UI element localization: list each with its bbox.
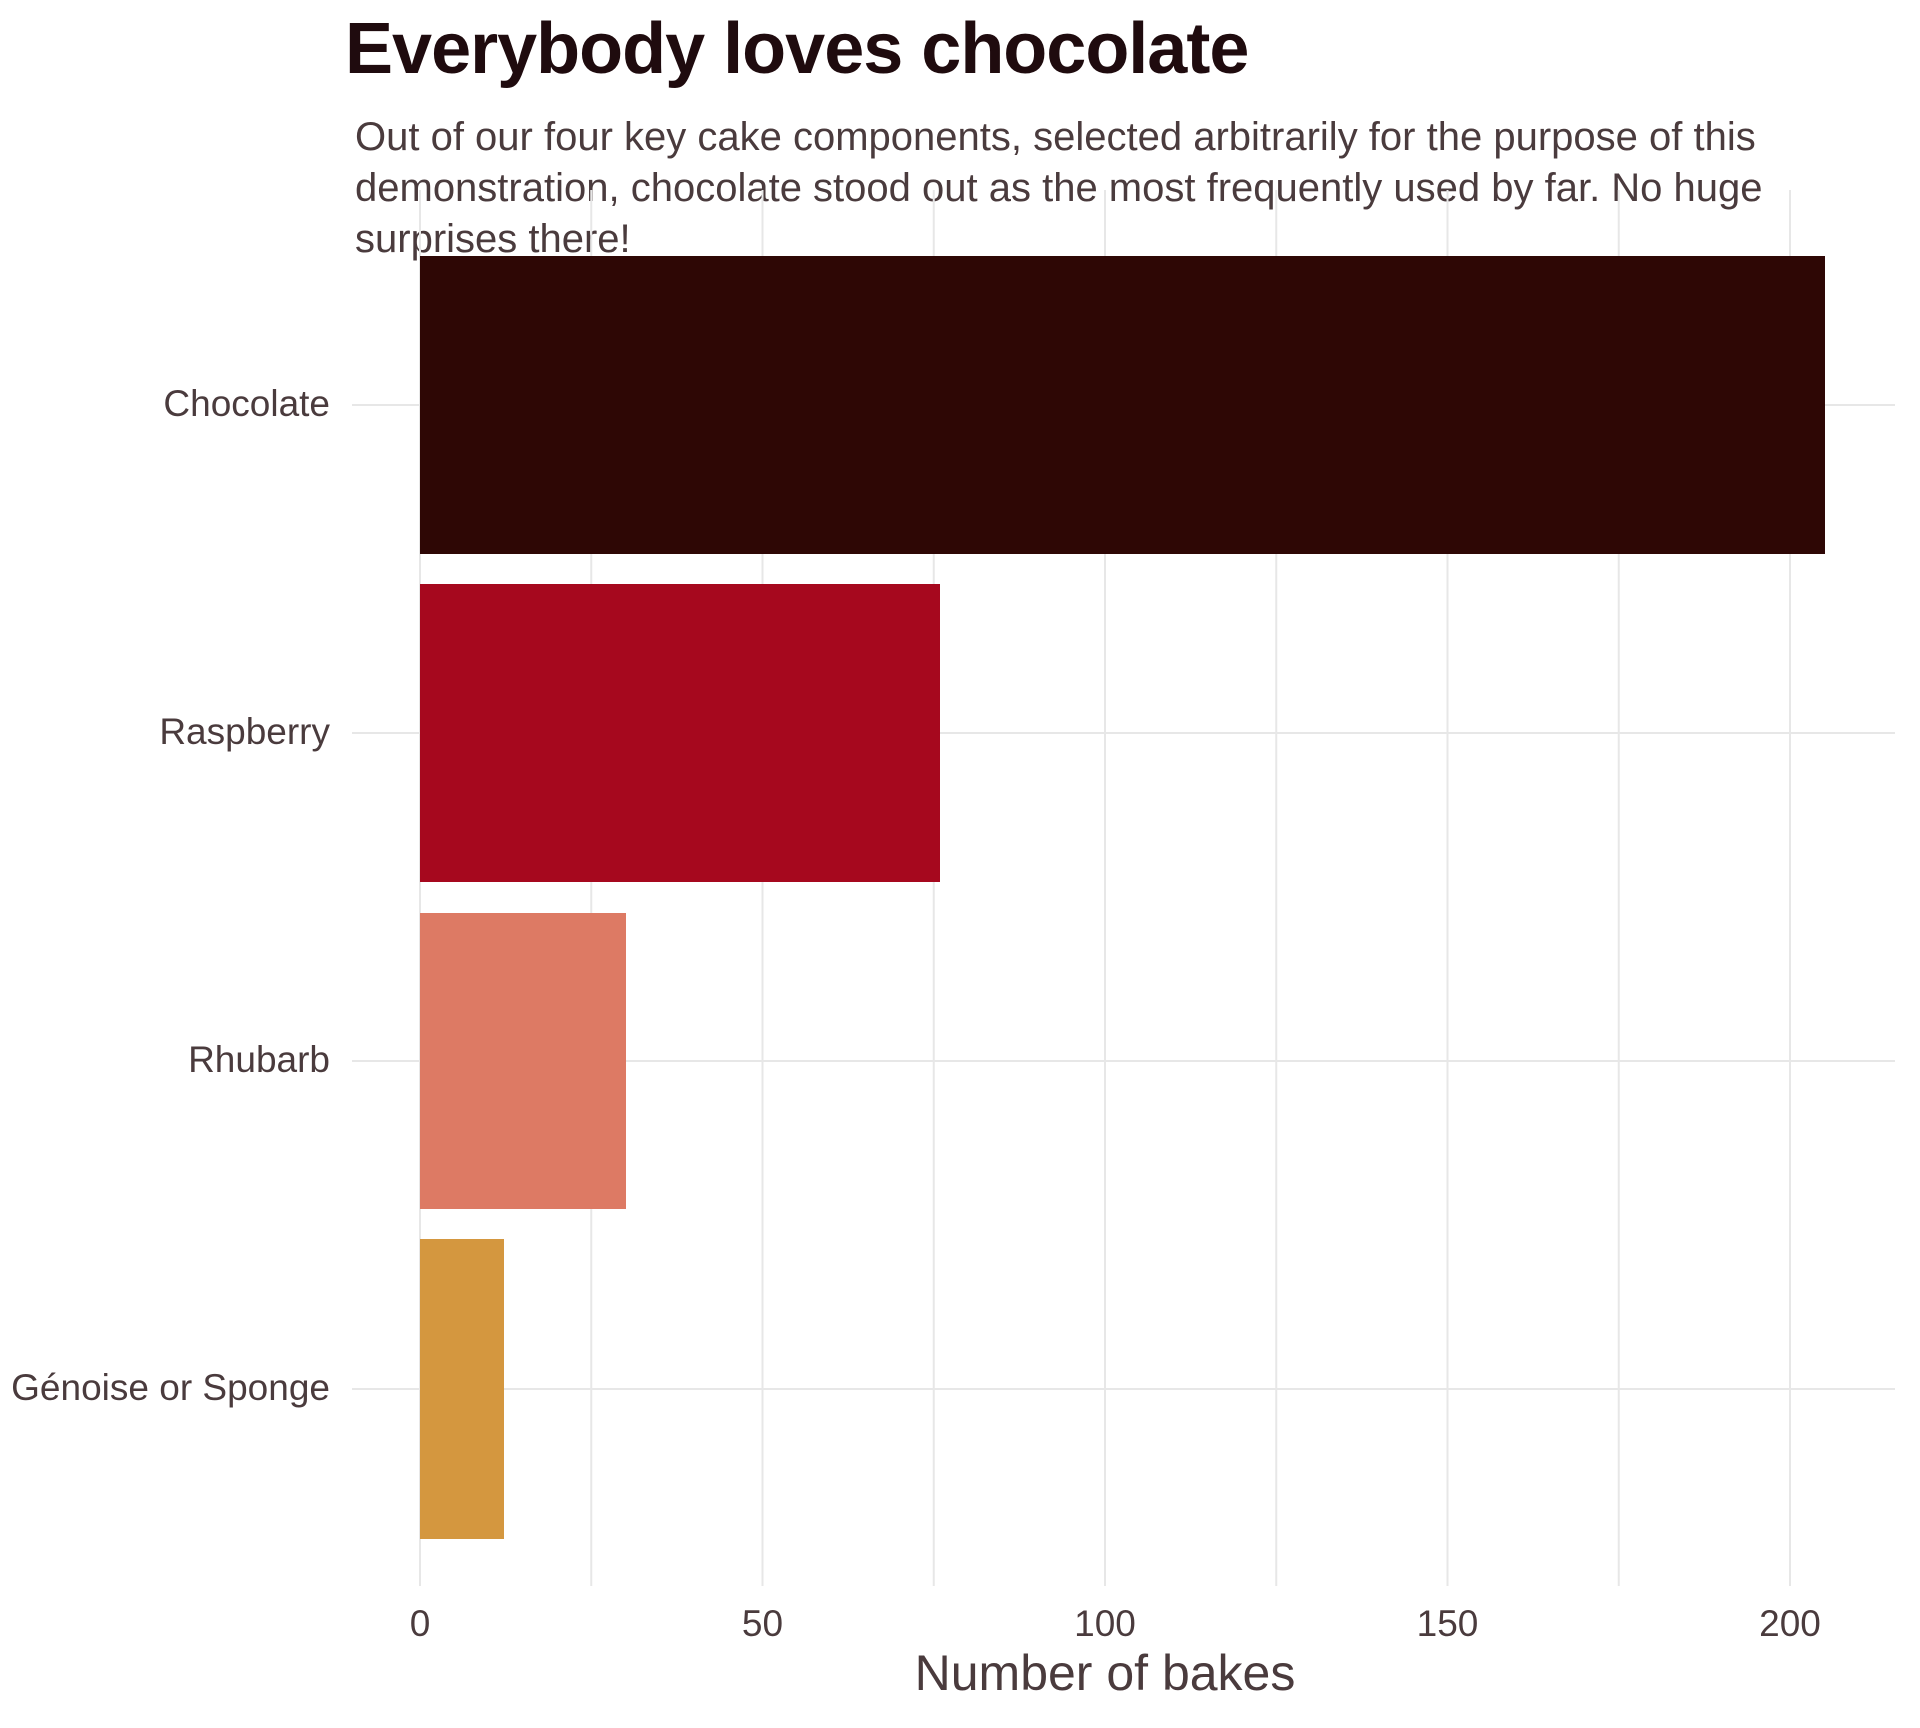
svg-text:Raspberry: Raspberry [159, 711, 330, 752]
svg-text:150: 150 [1417, 1603, 1479, 1644]
svg-text:Rhubarb: Rhubarb [188, 1039, 330, 1080]
svg-text:50: 50 [742, 1603, 783, 1644]
svg-text:100: 100 [1074, 1603, 1136, 1644]
svg-text:Chocolate: Chocolate [163, 383, 330, 424]
svg-text:0: 0 [410, 1603, 431, 1644]
svg-text:Génoise or Sponge: Génoise or Sponge [11, 1367, 330, 1408]
svg-text:Number of bakes: Number of bakes [915, 1645, 1296, 1701]
svg-text:200: 200 [1759, 1603, 1821, 1644]
